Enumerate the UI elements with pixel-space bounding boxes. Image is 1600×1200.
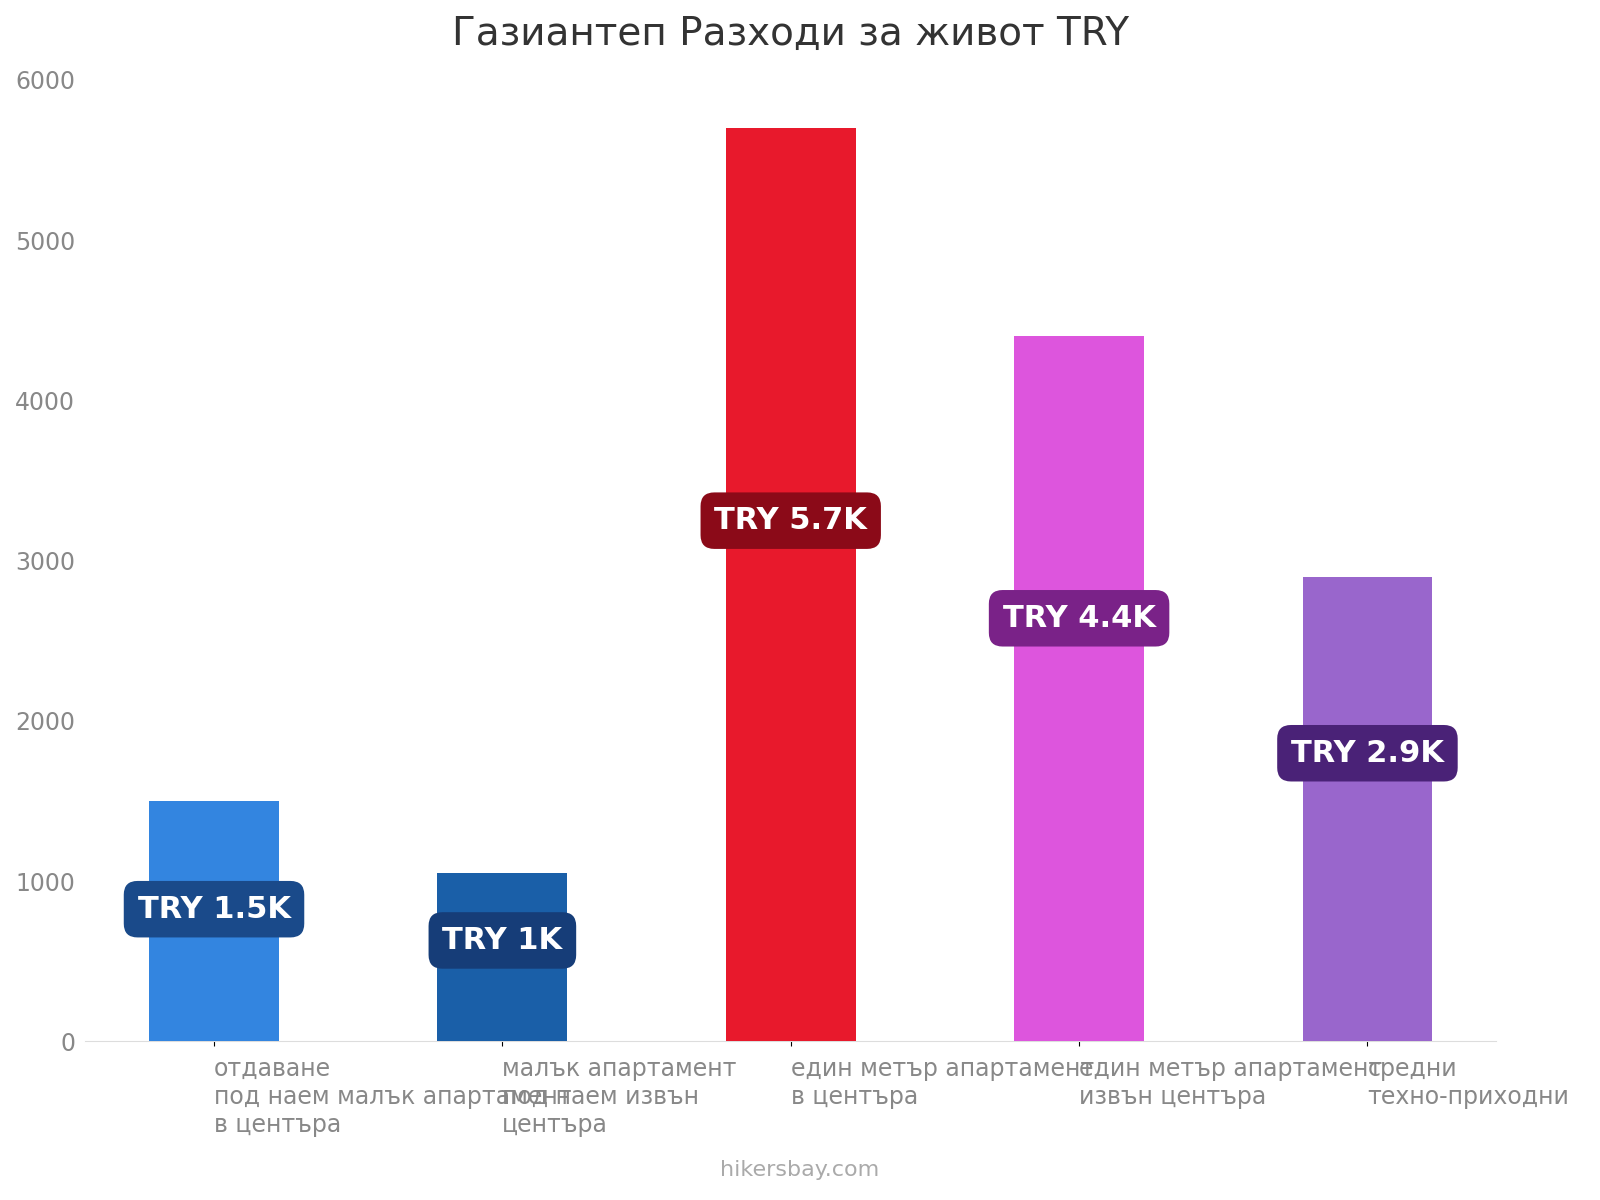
- Bar: [726, 128, 856, 1042]
- Bar: [1014, 336, 1144, 1042]
- Bar: [149, 802, 278, 1042]
- Title: Газиантеп Разходи за живот TRY: Газиантеп Разходи за живот TRY: [453, 14, 1130, 53]
- Text: TRY 1.5K: TRY 1.5K: [138, 895, 291, 924]
- Bar: [1302, 577, 1432, 1042]
- Text: TRY 1K: TRY 1K: [442, 926, 563, 955]
- Text: hikersbay.com: hikersbay.com: [720, 1160, 880, 1180]
- Bar: [437, 874, 568, 1042]
- Text: TRY 5.7K: TRY 5.7K: [714, 506, 867, 535]
- Text: TRY 2.9K: TRY 2.9K: [1291, 739, 1443, 768]
- Text: TRY 4.4K: TRY 4.4K: [1003, 604, 1155, 632]
